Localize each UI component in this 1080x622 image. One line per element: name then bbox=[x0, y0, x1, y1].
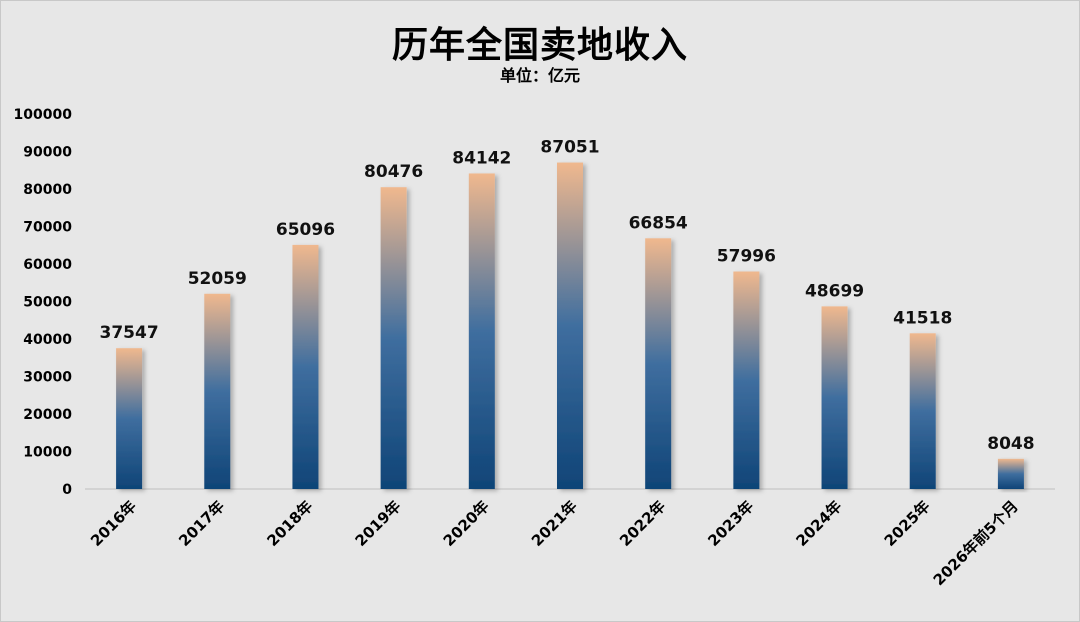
data-label: 37547 bbox=[100, 323, 159, 343]
data-labels: 37547 52059 65096 80476 84142 87051 66854 57996… bbox=[100, 138, 1035, 454]
y-tick-label: 40000 bbox=[23, 332, 72, 348]
data-label: 84142 bbox=[452, 148, 511, 168]
chart-subtitle: 单位：亿元 bbox=[499, 66, 580, 85]
data-label: 66854 bbox=[629, 213, 688, 233]
y-tick-label: 0 bbox=[62, 482, 72, 498]
y-tick-label: 60000 bbox=[23, 257, 72, 273]
data-label: 65096 bbox=[276, 220, 335, 240]
x-tick-label: 2025年 bbox=[881, 497, 934, 550]
chart-title: 历年全国卖地收入 bbox=[391, 25, 688, 66]
data-label: 41518 bbox=[893, 308, 952, 328]
bar bbox=[292, 244, 319, 489]
data-label: 52059 bbox=[188, 269, 247, 289]
data-label: 80476 bbox=[364, 162, 423, 182]
bar bbox=[204, 293, 231, 489]
bar bbox=[116, 348, 143, 489]
bar bbox=[997, 458, 1024, 489]
data-label: 48699 bbox=[805, 281, 864, 301]
y-tick-label: 70000 bbox=[23, 220, 72, 236]
x-tick-label: 2024年 bbox=[793, 497, 846, 550]
data-label: 87051 bbox=[540, 138, 599, 158]
bar bbox=[557, 162, 583, 489]
bar bbox=[909, 333, 936, 489]
x-tick-label: 2018年 bbox=[263, 497, 316, 550]
x-axis: 2016年 2017年 2018年 2019年 2020年 2021年 2022年 2023年… bbox=[87, 497, 1022, 589]
x-tick-label: 2020年 bbox=[440, 497, 493, 550]
y-tick-label: 10000 bbox=[23, 445, 72, 461]
x-tick-label: 2017年 bbox=[175, 497, 228, 550]
bar bbox=[733, 271, 760, 489]
x-tick-label: 2021年 bbox=[528, 497, 581, 550]
y-tick-label: 100000 bbox=[14, 107, 73, 123]
bar bbox=[468, 173, 495, 489]
bar bbox=[380, 187, 407, 489]
y-axis: 0 10000 20000 30000 40000 50000 60000 70000 8000… bbox=[14, 107, 73, 498]
data-label: 57996 bbox=[717, 247, 776, 267]
bar bbox=[821, 306, 848, 489]
y-tick-label: 30000 bbox=[23, 370, 72, 386]
y-tick-label: 90000 bbox=[23, 145, 72, 161]
bar bbox=[645, 238, 672, 489]
y-tick-label: 20000 bbox=[23, 407, 72, 423]
x-tick-label: 2026年前5个月 bbox=[930, 497, 1022, 589]
x-tick-label: 2019年 bbox=[352, 497, 405, 550]
x-tick-label: 2016年 bbox=[87, 497, 140, 550]
data-label: 8048 bbox=[987, 434, 1034, 454]
y-tick-label: 50000 bbox=[23, 295, 72, 311]
y-tick-label: 80000 bbox=[23, 182, 72, 198]
x-tick-label: 2022年 bbox=[616, 497, 669, 550]
bar-series bbox=[116, 162, 1024, 489]
x-tick-label: 2023年 bbox=[704, 497, 757, 550]
